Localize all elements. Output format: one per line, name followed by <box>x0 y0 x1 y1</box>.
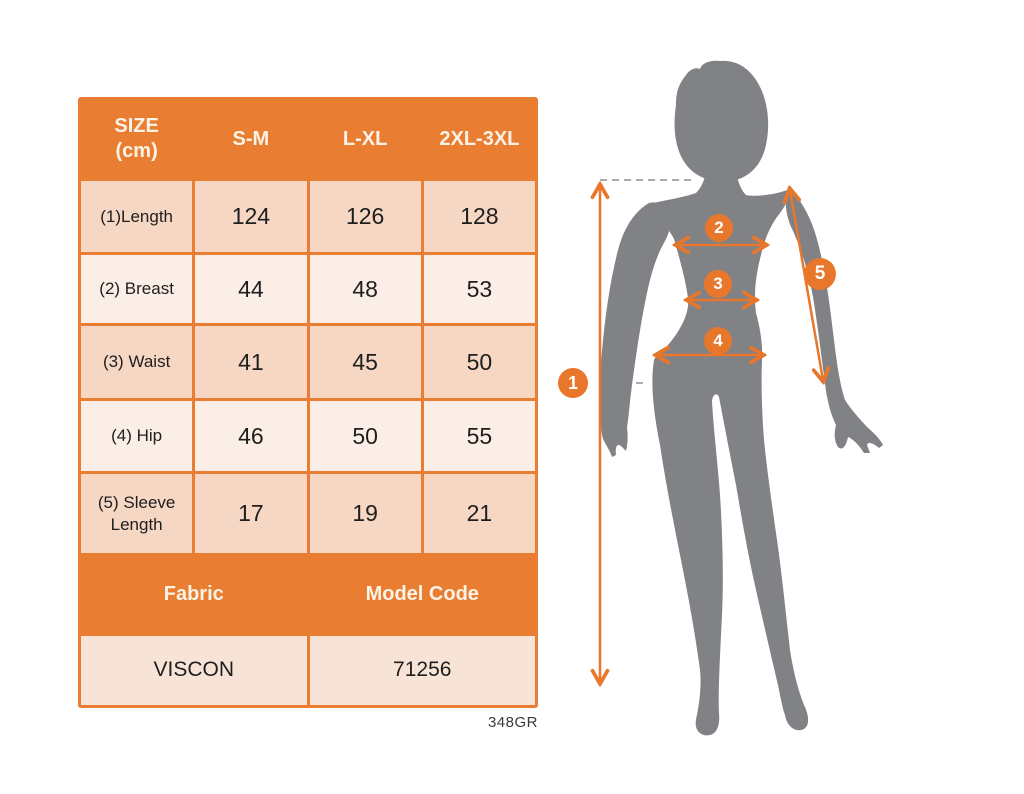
footer-fabric-header: Fabric <box>163 583 224 605</box>
female-silhouette <box>599 60 883 736</box>
row-hip-label: (4) Hip <box>81 401 193 471</box>
row-sleeve-value-2xl3xl: 21 <box>423 474 535 553</box>
row-length-label: (1)Length <box>81 181 193 252</box>
row-waist-label: (3) Waist <box>81 326 193 398</box>
silhouette-right-arm <box>785 189 883 453</box>
row-length-value-2xl3xl: 128 <box>423 181 535 252</box>
table-header-col-lxl: L-XL <box>342 127 388 150</box>
measure-badge-5: 5 <box>804 258 836 290</box>
measure-badge-3: 3 <box>704 270 732 298</box>
arrow-5-sleeve <box>790 190 823 380</box>
silhouette-torso-legs <box>647 163 809 736</box>
row-sleeve-value-sm: 17 <box>195 474 307 553</box>
row-hip-value-sm: 46 <box>195 401 307 471</box>
row-waist-value-2xl3xl: 50 <box>423 326 535 398</box>
measure-badge-1: 1 <box>558 368 588 398</box>
row-breast-value-sm: 44 <box>195 255 307 323</box>
row-waist-value-lxl: 45 <box>309 326 421 398</box>
product-code-note: 348GR <box>487 714 538 731</box>
silhouette-head <box>674 60 769 182</box>
measure-badge-2: 2 <box>705 214 733 242</box>
row-hip-value-lxl: 50 <box>309 401 421 471</box>
measure-badge-4: 4 <box>704 327 732 355</box>
row-hip-value-2xl3xl: 55 <box>423 401 535 471</box>
table-header-col-sm: S-M <box>232 127 270 150</box>
row-sleeve-value-lxl: 19 <box>309 474 421 553</box>
silhouette-left-arm <box>599 202 672 457</box>
row-breast-value-2xl3xl: 53 <box>423 255 535 323</box>
measurement-arrows <box>600 186 823 682</box>
row-sleeve-label: (5) Sleeve Length <box>81 474 193 553</box>
row-breast-value-lxl: 48 <box>309 255 421 323</box>
table-header-col-2xl3xl: 2XL-3XL <box>439 127 520 150</box>
row-length-value-sm: 124 <box>195 181 307 252</box>
size-chart-table: SIZE (cm) S-M L-XL 2XL-3XL (1)Length 124… <box>78 97 538 708</box>
footer-fabric-value: VISCON <box>81 636 307 705</box>
footer-model-code-header: Model Code <box>365 583 479 605</box>
row-breast-label: (2) Breast <box>81 255 193 323</box>
body-silhouette-diagram <box>550 60 883 736</box>
footer-model-code-value: 71256 <box>309 636 535 705</box>
row-waist-value-sm: 41 <box>195 326 307 398</box>
table-header-size: SIZE (cm) <box>114 115 159 162</box>
row-length-value-lxl: 126 <box>309 181 421 252</box>
